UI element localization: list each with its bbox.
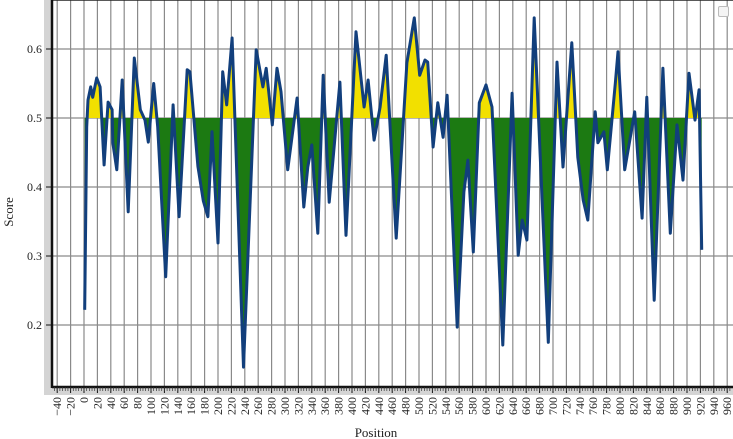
x-tick-label: 780 <box>600 397 614 415</box>
y-tick-label: 0.3 <box>27 249 42 263</box>
x-tick-labels: −40 −20 0 20 40 60 80 100 120 140 160 180 200 220 240 2… <box>50 397 733 416</box>
x-tick-label: 200 <box>211 397 225 415</box>
x-tick-label: 640 <box>506 397 520 415</box>
x-tick-label: 180 <box>198 397 212 415</box>
x-tick-label: 440 <box>372 397 386 415</box>
x-tick-label: 620 <box>492 397 506 415</box>
x-tick-label: 660 <box>519 397 533 415</box>
x-tick-label: 140 <box>171 397 185 415</box>
x-tick-label: 480 <box>399 397 413 415</box>
y-tick-label: 0.6 <box>27 42 42 56</box>
x-tick-label: 540 <box>439 397 453 415</box>
x-tick-label: 320 <box>291 397 305 415</box>
axis-shadow-bottom <box>44 387 733 395</box>
x-tick-label: −40 <box>50 397 64 416</box>
x-tick-label: 740 <box>573 397 587 415</box>
x-tick-label: 360 <box>318 397 332 415</box>
x-tick-label: 920 <box>693 397 707 415</box>
x-tick-label: 0 <box>77 397 91 403</box>
x-minor-ticks <box>54 387 731 391</box>
x-tick-label: 960 <box>720 397 733 415</box>
x-tick-label: 340 <box>305 397 319 415</box>
x-tick-label: 940 <box>707 397 721 415</box>
x-tick-label: 260 <box>251 397 265 415</box>
x-tick-label: 380 <box>332 397 346 415</box>
x-tick-label: 280 <box>265 397 279 415</box>
y-tick-label: 0.4 <box>27 180 42 194</box>
x-tick-label: −20 <box>64 397 78 416</box>
expand-icon[interactable] <box>718 6 729 17</box>
x-tick-label: 460 <box>385 397 399 415</box>
x-tick-label: 520 <box>425 397 439 415</box>
y-tick-label: 0.2 <box>27 318 42 332</box>
x-tick-label: 860 <box>653 397 667 415</box>
x-tick-label: 700 <box>546 397 560 415</box>
x-axis-title: Position <box>355 425 398 439</box>
axis-shadow-left <box>44 0 52 395</box>
x-tick-label: 220 <box>224 397 238 415</box>
x-tick-label: 760 <box>586 397 600 415</box>
x-tick-label: 820 <box>626 397 640 415</box>
x-tick-label: 40 <box>104 397 118 409</box>
x-tick-label: 840 <box>640 397 654 415</box>
x-tick-label: 80 <box>131 397 145 409</box>
x-tick-label: 160 <box>184 397 198 415</box>
x-tick-label: 400 <box>345 397 359 415</box>
x-tick-label: 500 <box>412 397 426 415</box>
x-tick-label: 900 <box>680 397 694 415</box>
x-tick-label: 680 <box>533 397 547 415</box>
x-tick-label: 300 <box>278 397 292 415</box>
x-tick-label: 240 <box>238 397 252 415</box>
x-tick-label: 800 <box>613 397 627 415</box>
y-tick-label: 0.5 <box>27 111 42 125</box>
x-tick-label: 420 <box>358 397 372 415</box>
x-tick-label: 600 <box>479 397 493 415</box>
x-tick-label: 100 <box>144 397 158 415</box>
x-tick-label: 120 <box>157 397 171 415</box>
x-tick-label: 580 <box>466 397 480 415</box>
x-tick-label: 880 <box>667 397 681 415</box>
y-tick-labels: 0.2 0.3 0.4 0.5 0.6 <box>27 42 42 332</box>
x-tick-label: 720 <box>559 397 573 415</box>
y-axis-title: Score <box>1 197 16 227</box>
x-tick-label: 560 <box>452 397 466 415</box>
x-tick-label: 20 <box>90 397 104 409</box>
x-tick-label: 60 <box>117 397 131 409</box>
score-line <box>83 16 704 369</box>
